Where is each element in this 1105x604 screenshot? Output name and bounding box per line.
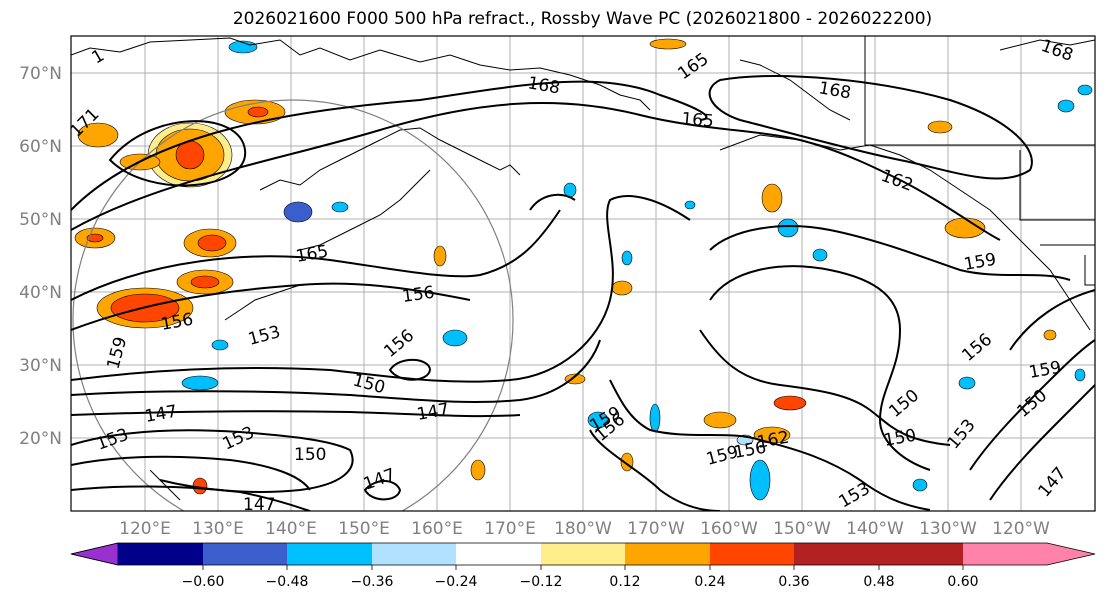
colorbar-tick-label: −0.24 bbox=[435, 574, 478, 590]
colorbar-tick-label: 0.60 bbox=[947, 574, 978, 590]
plot-title: 2026021600 F000 500 hPa refract., Rossby… bbox=[232, 9, 933, 29]
latitude-axis: 70°N 60°N 50°N 40°N 30°N 20°N bbox=[19, 64, 62, 449]
map-frame bbox=[70, 35, 1096, 512]
colorbar-extend-high bbox=[963, 543, 1095, 565]
lat-tick-label: 70°N bbox=[19, 64, 62, 84]
lon-tick-label: 170°E bbox=[484, 519, 536, 539]
gridlines bbox=[71, 36, 1095, 511]
lon-tick-label: 160°W bbox=[700, 519, 758, 539]
coastlines bbox=[71, 36, 1095, 501]
contour-label: 147 bbox=[243, 495, 275, 515]
colorbar-segment bbox=[287, 543, 372, 565]
lat-tick-label: 60°N bbox=[19, 137, 62, 157]
colorbar-extend-low bbox=[70, 542, 119, 566]
colorbar-tick-label: −0.36 bbox=[351, 574, 394, 590]
colorbar-segment bbox=[794, 543, 879, 565]
lon-tick-label: 130°E bbox=[192, 519, 244, 539]
contour-label: 156 bbox=[401, 283, 436, 307]
lat-tick-label: 30°N bbox=[19, 356, 62, 376]
longitude-axis: 120°E 130°E 140°E 150°E 160°E 170°E 180°… bbox=[119, 519, 1050, 539]
lon-tick-label: 140°E bbox=[265, 519, 317, 539]
colorbar-tick-label: 0.24 bbox=[694, 574, 725, 590]
refractivity-contours bbox=[71, 75, 1095, 511]
lon-tick-label: 180°W bbox=[554, 519, 612, 539]
colorbar-tick-label: −0.12 bbox=[520, 574, 563, 590]
lon-tick-label: 140°W bbox=[846, 519, 904, 539]
colorbar-segment bbox=[879, 543, 963, 565]
colorbar-tick-label: 0.48 bbox=[863, 574, 894, 590]
colorbar: −0.60 −0.48 −0.36 −0.24 −0.12 0.12 0.24 … bbox=[70, 542, 1096, 590]
colorbar-segment bbox=[118, 543, 203, 565]
lon-tick-label: 170°W bbox=[627, 519, 685, 539]
negative-anomaly-shading bbox=[181, 40, 1093, 501]
lon-tick-label: 150°W bbox=[773, 519, 831, 539]
lon-tick-label: 120°E bbox=[119, 519, 171, 539]
lon-tick-label: 150°E bbox=[338, 519, 390, 539]
colorbar-tick-label: −0.48 bbox=[266, 574, 309, 590]
contour-label: 165 bbox=[681, 109, 715, 132]
contour-label: 150 bbox=[294, 445, 326, 465]
lat-tick-label: 20°N bbox=[19, 429, 62, 449]
colorbar-segment bbox=[203, 543, 287, 565]
lon-tick-label: 160°E bbox=[411, 519, 463, 539]
colorbar-tick-label: 0.12 bbox=[609, 574, 640, 590]
lon-tick-label: 120°W bbox=[992, 519, 1050, 539]
colorbar-segment bbox=[372, 543, 456, 565]
colorbar-segment bbox=[456, 543, 541, 565]
colorbar-outline bbox=[70, 542, 1096, 566]
colorbar-segment bbox=[541, 543, 625, 565]
reference-circle bbox=[72, 99, 514, 511]
colorbar-segment bbox=[625, 543, 710, 565]
colorbar-segment bbox=[710, 543, 794, 565]
colorbar-tick-label: −0.60 bbox=[182, 574, 225, 590]
colorbar-tick-label: 0.36 bbox=[778, 574, 809, 590]
lon-tick-label: 130°W bbox=[919, 519, 977, 539]
lat-tick-label: 40°N bbox=[19, 283, 62, 303]
lat-tick-label: 50°N bbox=[19, 210, 62, 230]
